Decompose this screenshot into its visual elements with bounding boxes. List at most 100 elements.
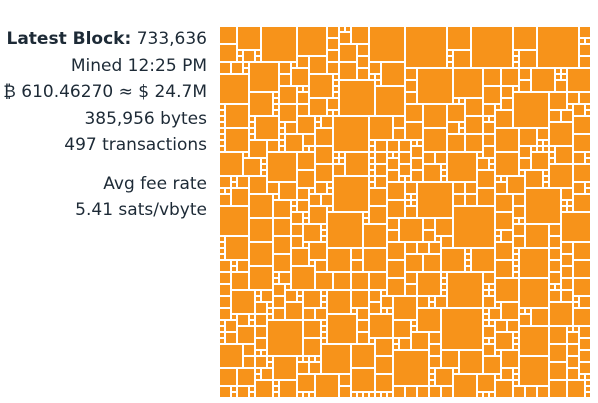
transaction-square [364,249,386,271]
transaction-square [550,225,560,235]
transaction-square [220,129,224,133]
transaction-square [256,303,266,313]
transaction-square [466,261,470,265]
transaction-square [472,27,512,67]
transaction-square [496,375,500,379]
transaction-square [430,381,434,385]
transaction-square [430,243,440,253]
transaction-square [232,273,248,289]
transaction-square [484,315,488,319]
transaction-square [238,327,254,343]
transaction-square [370,189,386,205]
transaction-square [376,177,386,187]
transaction-square [394,129,404,139]
transaction-square [274,93,278,97]
transaction-square [280,75,290,85]
transaction-square [310,261,314,265]
transaction-square [484,117,488,121]
transaction-square [352,273,368,289]
transaction-square [370,27,404,61]
transaction-square [430,345,440,355]
transaction-square [502,303,518,319]
transaction-square [364,219,368,223]
transaction-square [514,339,518,343]
transaction-square [436,219,452,235]
transaction-square [292,249,308,265]
transaction-square [244,345,254,355]
transaction-square [358,393,362,397]
block-info-panel: Latest Block: 733,636 Mined 12:25 PM ₿ 6… [0,26,207,224]
transaction-square [262,291,272,301]
transaction-square [304,339,320,355]
transaction-square [580,27,590,37]
transaction-square [550,165,572,187]
transaction-square [340,81,374,115]
transaction-square [418,387,428,397]
transaction-square [370,147,374,151]
transaction-square [388,141,398,151]
transaction-square [448,57,452,61]
transaction-square [388,231,398,241]
transaction-square [496,237,500,241]
transaction-square [250,315,254,319]
transaction-square [376,375,392,391]
transaction-square [544,147,548,151]
transaction-square [244,159,260,175]
transaction-square [298,105,308,115]
transaction-square [448,153,476,181]
transaction-square [304,213,308,217]
transaction-square [310,75,332,97]
transaction-square [496,321,506,331]
transaction-square [256,327,266,337]
transaction-square [298,57,308,67]
transaction-square [520,147,530,157]
transaction-square [280,63,290,73]
transaction-square [316,129,332,145]
transaction-square [232,393,236,397]
transaction-square [280,273,290,283]
transaction-square [538,27,578,67]
transaction-square [256,297,260,301]
transaction-square [292,63,296,67]
transaction-square [502,369,512,379]
transaction-square [382,297,392,307]
transaction-square [316,183,326,193]
transaction-square [406,195,410,199]
transaction-square [496,333,512,349]
transaction-square [496,351,500,355]
transaction-square [274,393,278,397]
transaction-square [256,381,272,397]
latest-block-label: Latest Block: [6,29,132,49]
transaction-square [220,75,248,103]
transaction-square [226,237,248,259]
transaction-square [412,321,416,325]
transaction-square [406,255,422,271]
transaction-square [376,393,380,397]
transaction-square [442,279,446,283]
transaction-square [370,303,380,313]
transaction-square [586,153,590,157]
transaction-square [268,315,272,319]
transaction-square [280,147,284,151]
transaction-square [580,93,590,103]
transaction-square [550,381,566,397]
transaction-square [298,117,314,133]
transaction-square [556,285,560,289]
transaction-square [412,141,416,145]
transaction-square [460,99,464,103]
transaction-square [322,237,326,241]
transaction-square [484,321,488,325]
transaction-square [406,27,446,67]
transaction-square [370,117,392,139]
fee-rate-label: Avg fee rate [103,173,207,194]
transaction-square [562,279,572,289]
transaction-square [232,261,236,265]
transaction-square [220,111,224,115]
transaction-square [256,291,260,295]
transaction-square [370,393,374,397]
transaction-square [394,297,416,319]
transaction-square [496,177,500,181]
latest-block-line: Latest Block: 733,636 [0,26,208,53]
transaction-square [274,105,278,109]
transaction-square [520,159,530,169]
